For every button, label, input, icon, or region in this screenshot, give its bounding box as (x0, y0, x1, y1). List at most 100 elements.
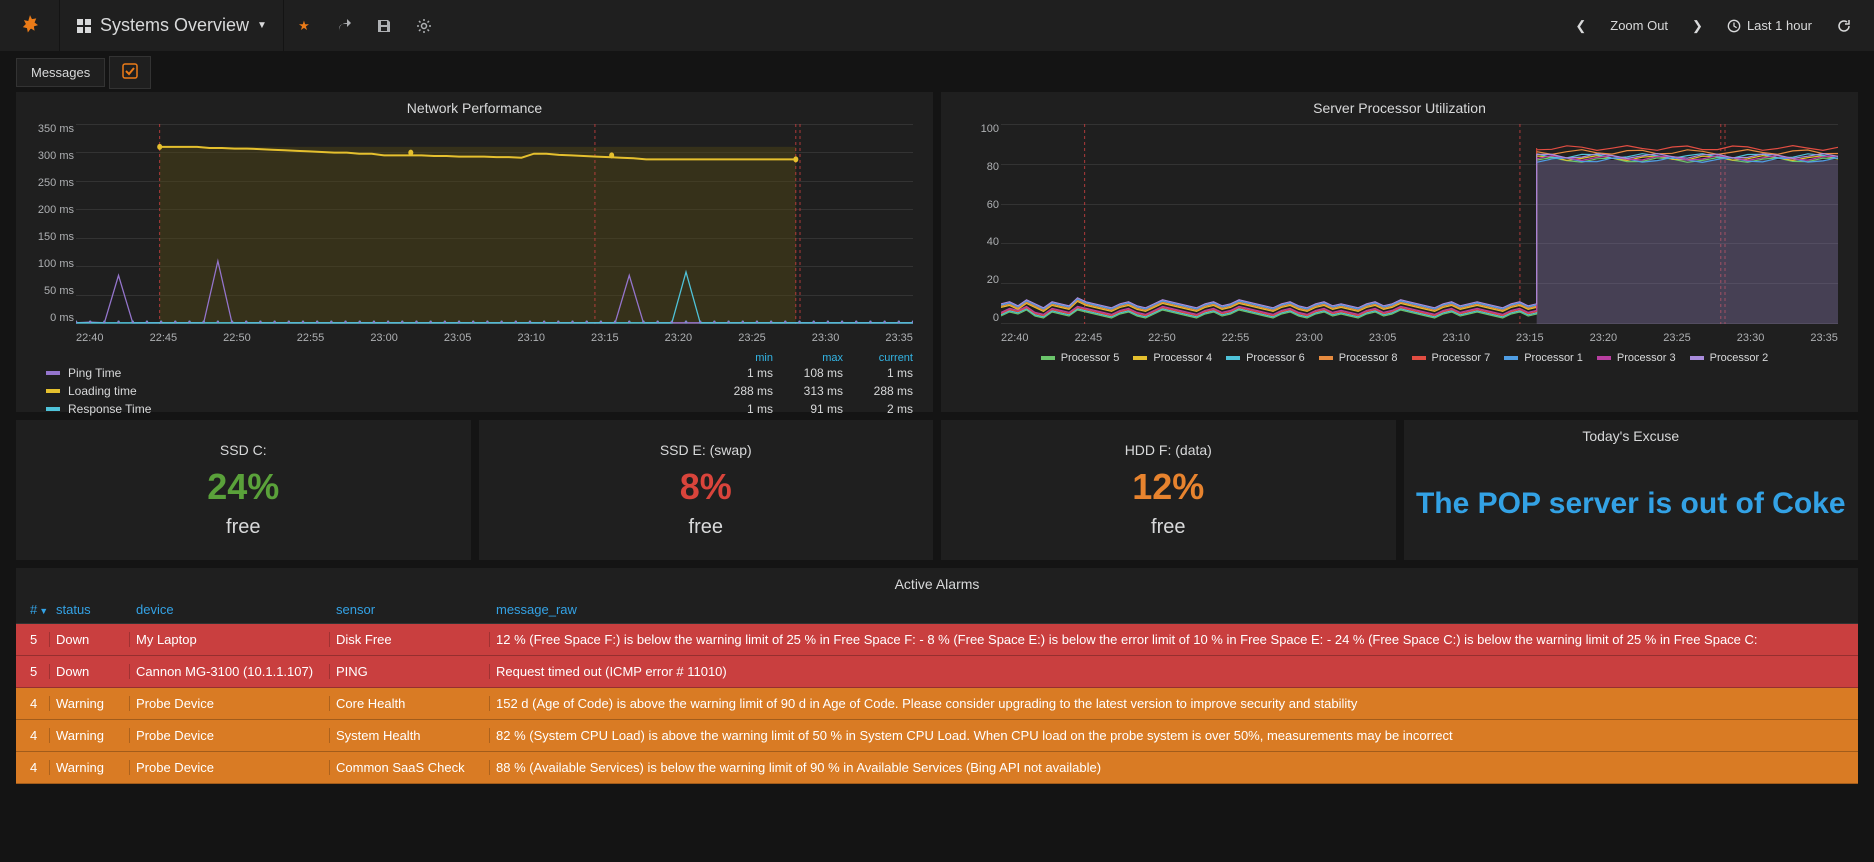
table-row[interactable]: 4WarningProbe DeviceSystem Health82 % (S… (16, 720, 1858, 752)
cell-num: 5 (24, 664, 50, 679)
legend-label: Processor 4 (1153, 352, 1212, 364)
col-device[interactable]: device (130, 602, 330, 617)
legend-val: 288 ms (843, 384, 913, 398)
legend-swatch (46, 371, 60, 375)
legend-item[interactable]: Processor 8 (1319, 352, 1398, 364)
stat-sub: free (1151, 516, 1185, 539)
legend-label: Processor 7 (1432, 352, 1491, 364)
stat-sub: free (689, 516, 723, 539)
table-header: #▼ status device sensor message_raw (16, 596, 1858, 624)
table-row[interactable]: 4WarningProbe DeviceCore Health152 d (Ag… (16, 688, 1858, 720)
legend-label: Processor 1 (1524, 352, 1583, 364)
legend-swatch (1504, 356, 1518, 360)
legend-item[interactable]: Processor 5 (1041, 352, 1120, 364)
cell-message: 82 % (System CPU Load) is above the warn… (490, 728, 1850, 743)
panel-ssd-e: SSD E: (swap) 8% free (479, 420, 934, 560)
row-charts: Network Performance 350 ms300 ms250 ms20… (0, 92, 1874, 420)
cell-num: 4 (24, 760, 50, 775)
refresh-button[interactable] (1826, 12, 1862, 40)
legend: Processor 5 Processor 4 Processor 6 Process… (971, 352, 1838, 364)
plot (1001, 124, 1838, 324)
cell-sensor: Disk Free (330, 632, 490, 647)
y-axis: 100806040200 (951, 124, 999, 324)
zoom-out-button[interactable]: Zoom Out (1600, 12, 1678, 39)
legend-label: Processor 6 (1246, 352, 1305, 364)
settings-button[interactable] (404, 0, 444, 52)
legend-swatch (1597, 356, 1611, 360)
save-button[interactable] (364, 0, 404, 52)
panel-network-performance: Network Performance 350 ms300 ms250 ms20… (16, 92, 933, 412)
cell-device: Cannon MG-3100 (10.1.1.107) (130, 664, 330, 679)
legend-col-min: min (703, 352, 773, 364)
legend-item[interactable]: Processor 6 (1226, 352, 1305, 364)
tab-messages[interactable]: Messages (16, 58, 105, 87)
stat-title: SSD E: (swap) (660, 442, 752, 458)
chevron-right-icon: ❯ (1692, 18, 1703, 34)
row-stats: SSD C: 24% free SSD E: (swap) 8% free HD… (0, 420, 1874, 568)
legend-swatch (1412, 356, 1426, 360)
legend-swatch (1226, 356, 1240, 360)
cell-status: Down (50, 632, 130, 647)
chevron-left-icon: ❮ (1575, 18, 1586, 34)
legend-val: 1 ms (843, 366, 913, 380)
legend-row[interactable]: Response Time1 ms91 ms2 ms (46, 400, 913, 418)
stat-value: 24% (207, 466, 279, 508)
time-prev-button[interactable]: ❮ (1565, 12, 1596, 40)
panel-title: Server Processor Utilization (941, 92, 1858, 120)
legend-table: min max current Ping Time1 ms108 ms1 msL… (46, 352, 913, 418)
legend-swatch (1319, 356, 1333, 360)
x-axis: 22:4022:4522:5022:5523:0023:0523:1023:15… (76, 332, 913, 344)
time-range-picker[interactable]: Last 1 hour (1717, 12, 1822, 39)
time-next-button[interactable]: ❯ (1682, 12, 1713, 40)
legend-item[interactable]: Processor 2 (1690, 352, 1769, 364)
dashboard-picker[interactable]: Systems Overview ▼ (60, 0, 284, 52)
col-message[interactable]: message_raw (490, 602, 1850, 617)
legend-row[interactable]: Loading time288 ms313 ms288 ms (46, 382, 913, 400)
toolbar-right: ❮ Zoom Out ❯ Last 1 hour (1565, 12, 1874, 40)
legend-item[interactable]: Processor 3 (1597, 352, 1676, 364)
panel-hdd-f: HDD F: (data) 12% free (941, 420, 1396, 560)
plot (76, 124, 913, 324)
grid-icon (76, 18, 92, 34)
toolbar-left: ★ (284, 0, 444, 52)
cell-num: 4 (24, 696, 50, 711)
cell-sensor: System Health (330, 728, 490, 743)
col-num[interactable]: #▼ (24, 602, 50, 617)
share-button[interactable] (324, 0, 364, 52)
col-sensor[interactable]: sensor (330, 602, 490, 617)
legend-swatch (1041, 356, 1055, 360)
stat-title: SSD C: (220, 442, 267, 458)
legend-item[interactable]: Processor 4 (1133, 352, 1212, 364)
share-icon (336, 18, 352, 34)
gear-icon (416, 18, 432, 34)
legend-name: Loading time (68, 384, 703, 398)
cell-status: Warning (50, 696, 130, 711)
legend-label: Processor 8 (1339, 352, 1398, 364)
star-button[interactable]: ★ (284, 0, 324, 52)
stat-value: 12% (1132, 466, 1204, 508)
cell-status: Warning (50, 728, 130, 743)
legend-swatch (46, 407, 60, 411)
chart-area[interactable]: 350 ms300 ms250 ms200 ms150 ms100 ms50 m… (76, 124, 913, 324)
tab-alerts[interactable] (109, 56, 151, 89)
legend-item[interactable]: Processor 1 (1504, 352, 1583, 364)
table-row[interactable]: 4WarningProbe DeviceCommon SaaS Check88 … (16, 752, 1858, 784)
col-status[interactable]: status (50, 602, 130, 617)
table-row[interactable]: 5DownMy LaptopDisk Free12 % (Free Space … (16, 624, 1858, 656)
legend-swatch (46, 389, 60, 393)
legend-row[interactable]: Ping Time1 ms108 ms1 ms (46, 364, 913, 382)
legend-name: Response Time (68, 402, 703, 416)
panel-title: Network Performance (16, 92, 933, 120)
zoom-out-label: Zoom Out (1610, 18, 1668, 33)
legend-col-max: max (773, 352, 843, 364)
tab-label: Messages (31, 65, 90, 80)
x-axis: 22:4022:4522:5022:5523:0023:0523:1023:15… (1001, 332, 1838, 344)
grafana-logo[interactable] (0, 0, 60, 52)
cell-sensor: Common SaaS Check (330, 760, 490, 775)
legend-name: Ping Time (68, 366, 703, 380)
chart-area[interactable]: 100806040200 22:4022:4522:5022:5523:0023… (1001, 124, 1838, 324)
table-body: 5DownMy LaptopDisk Free12 % (Free Space … (16, 624, 1858, 784)
table-row[interactable]: 5DownCannon MG-3100 (10.1.1.107)PINGRequ… (16, 656, 1858, 688)
cell-sensor: PING (330, 664, 490, 679)
legend-item[interactable]: Processor 7 (1412, 352, 1491, 364)
